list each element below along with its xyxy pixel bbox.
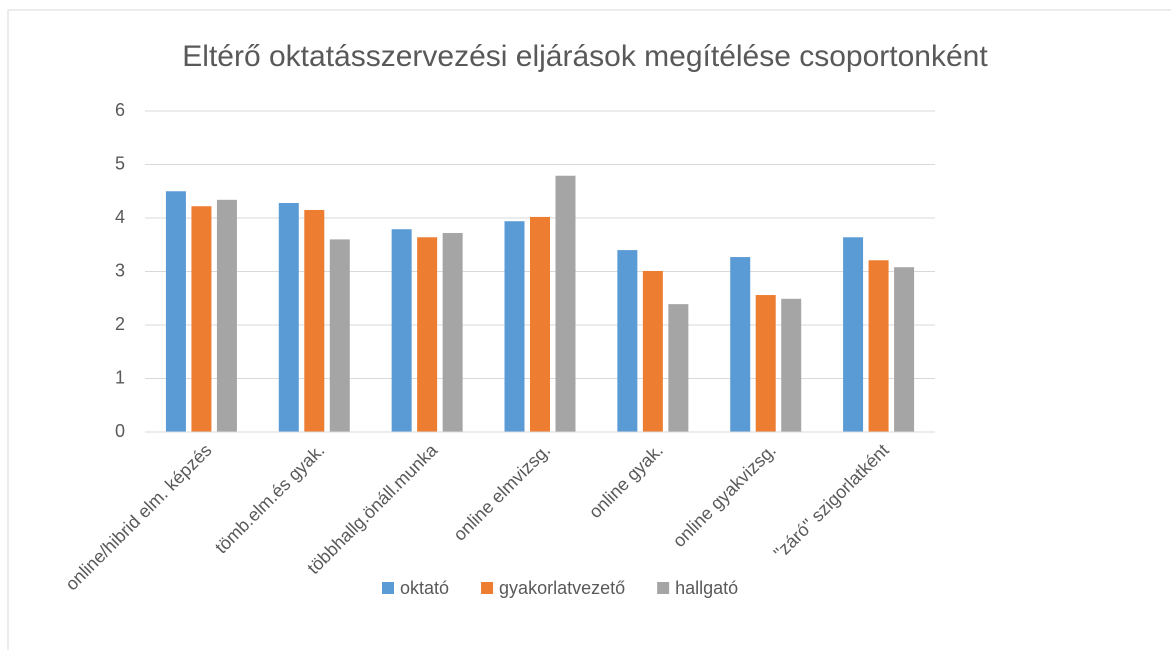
bar (191, 206, 212, 432)
bar (730, 257, 751, 432)
bar (530, 216, 550, 432)
y-tick-label: 0 (115, 421, 125, 441)
legend-label: hallgató (675, 578, 738, 598)
bar (278, 203, 299, 432)
y-tick-label: 5 (115, 153, 125, 173)
bar (781, 298, 802, 432)
bar (216, 199, 237, 432)
legend-label: oktató (400, 578, 449, 598)
legend-swatch (481, 582, 494, 594)
bar (668, 304, 689, 432)
y-tick-label: 1 (115, 367, 125, 387)
bar (868, 260, 889, 432)
bar (391, 229, 412, 432)
chart-title: Eltérő oktatásszervezési eljárások megít… (182, 40, 988, 73)
y-tick-label: 2 (115, 314, 125, 334)
legend-swatch (382, 582, 394, 594)
bar (504, 221, 525, 432)
bar (417, 237, 438, 432)
legend-label: gyakorlatvezető (499, 578, 625, 598)
y-tick-label: 6 (115, 100, 125, 120)
bar (894, 267, 915, 432)
bar (329, 239, 350, 432)
bar (304, 209, 325, 432)
bar (555, 175, 576, 433)
y-tick-label: 4 (115, 207, 125, 227)
y-tick-label: 3 (115, 260, 125, 280)
bar (165, 191, 186, 432)
bar (442, 232, 463, 432)
bar (843, 237, 864, 432)
bar (642, 270, 663, 432)
legend-swatch (657, 582, 670, 594)
bar (617, 250, 638, 432)
bar (755, 295, 776, 432)
